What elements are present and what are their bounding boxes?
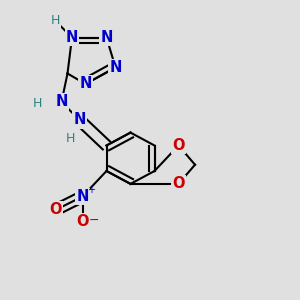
- Text: +: +: [87, 185, 95, 195]
- Text: O: O: [49, 202, 62, 217]
- Text: N: N: [109, 60, 122, 75]
- Text: H: H: [66, 131, 75, 145]
- Text: H: H: [51, 14, 60, 28]
- Text: O: O: [76, 214, 89, 230]
- Text: N: N: [79, 76, 92, 92]
- Text: −: −: [89, 214, 99, 227]
- Text: O: O: [172, 138, 185, 153]
- Text: N: N: [55, 94, 68, 110]
- Text: O: O: [172, 176, 185, 191]
- Text: N: N: [76, 189, 89, 204]
- Text: H: H: [33, 97, 42, 110]
- Text: N: N: [73, 112, 86, 128]
- Text: N: N: [66, 30, 78, 45]
- Text: N: N: [100, 30, 113, 45]
